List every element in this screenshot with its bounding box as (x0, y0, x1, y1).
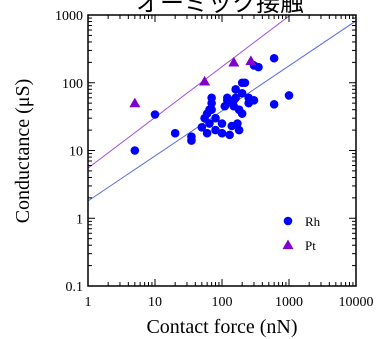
legend-label-rh: Rh (305, 214, 321, 229)
data-point-pt (129, 97, 141, 108)
data-point-rh (205, 119, 214, 128)
data-point-rh (249, 96, 259, 105)
x-axis-label: Contact force (nN) (146, 316, 297, 338)
x-tick-label: 10000 (339, 295, 374, 310)
legend-label-pt: Pt (305, 238, 316, 253)
data-point-rh (269, 100, 279, 109)
data-point-rh (240, 78, 250, 88)
data-point-rh (269, 53, 279, 63)
y-tick-label: 1000 (55, 9, 83, 24)
y-tick-label: 0.1 (66, 280, 84, 295)
x-tick-label: 1 (85, 295, 92, 310)
y-tick-label: 10 (69, 145, 83, 160)
fit-line-rh (88, 20, 356, 202)
data-point-pt (199, 75, 211, 86)
data-point-rh (284, 91, 294, 100)
x-tick-label: 100 (212, 295, 233, 310)
data-point-rh (207, 105, 216, 115)
axis-ticks (87, 14, 357, 287)
data-point-rh (217, 119, 227, 128)
data-point-rh (211, 113, 220, 123)
data-point-rh (150, 110, 160, 119)
legend-marker-pt (282, 239, 294, 250)
legend-marker-rh (283, 216, 293, 226)
data-point-rh (202, 128, 212, 138)
y-tick-label: 1 (76, 212, 83, 227)
data-point-pt (245, 55, 257, 66)
data-point-rh (231, 85, 240, 94)
data-point-rh (231, 93, 240, 103)
data-point-rh (233, 119, 242, 128)
data-point-rh (217, 128, 227, 138)
data-point-rh (197, 123, 207, 132)
data-point-rh (234, 125, 244, 135)
data-point-rh (237, 109, 247, 118)
y-tick-label: 100 (62, 77, 83, 92)
data-point-rh (130, 146, 140, 155)
x-tick-label: 10 (148, 295, 162, 310)
y-axis-label: Conductance (μS) (12, 79, 34, 224)
chart-title: オーミック接触 (136, 0, 304, 17)
data-point-pt (228, 56, 240, 67)
fit-line-pt (88, 15, 291, 169)
data-points (129, 53, 294, 155)
fit-lines (88, 15, 356, 202)
data-point-rh (187, 132, 196, 141)
data-point-rh (237, 88, 247, 98)
x-tick-label: 1000 (275, 295, 303, 310)
data-point-rh (170, 128, 180, 138)
data-point-rh (211, 125, 220, 135)
data-point-rh (207, 93, 216, 103)
legend: Rh Pt (282, 214, 321, 253)
data-point-rh (225, 130, 234, 140)
